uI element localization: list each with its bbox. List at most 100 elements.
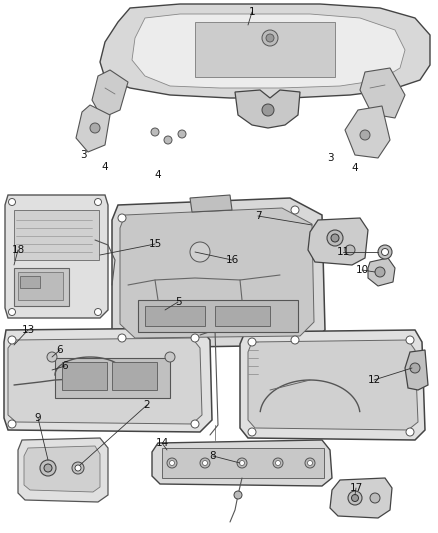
Circle shape (291, 336, 299, 344)
Polygon shape (308, 218, 368, 265)
Text: 18: 18 (11, 245, 25, 255)
Text: 14: 14 (155, 438, 169, 448)
Polygon shape (190, 195, 232, 212)
Polygon shape (24, 446, 100, 492)
Circle shape (234, 491, 242, 499)
Polygon shape (4, 328, 212, 432)
Circle shape (291, 206, 299, 214)
Circle shape (248, 338, 256, 346)
Circle shape (266, 34, 274, 42)
Circle shape (375, 267, 385, 277)
Bar (18, 272, 63, 300)
Circle shape (378, 245, 392, 259)
Circle shape (191, 420, 199, 428)
Circle shape (167, 458, 177, 468)
Text: 3: 3 (80, 150, 86, 160)
Circle shape (191, 334, 199, 342)
Text: 15: 15 (148, 239, 162, 249)
Circle shape (237, 458, 247, 468)
Circle shape (190, 242, 210, 262)
Polygon shape (76, 105, 110, 152)
Circle shape (95, 198, 102, 206)
Bar (162, 448, 324, 478)
Circle shape (40, 460, 56, 476)
Bar (20, 276, 40, 288)
Circle shape (118, 214, 126, 222)
Circle shape (240, 461, 244, 465)
Circle shape (273, 458, 283, 468)
Circle shape (406, 336, 414, 344)
Polygon shape (345, 106, 390, 158)
Bar (55, 358, 170, 398)
Circle shape (75, 465, 81, 471)
Circle shape (327, 230, 343, 246)
Text: 6: 6 (57, 345, 64, 355)
Polygon shape (112, 198, 325, 348)
Text: 11: 11 (336, 247, 350, 257)
Bar (215, 306, 270, 326)
Circle shape (360, 130, 370, 140)
Bar (62, 362, 107, 390)
Bar (195, 22, 335, 77)
Circle shape (406, 428, 414, 436)
Circle shape (202, 461, 208, 465)
Bar (145, 306, 205, 326)
Bar (14, 210, 99, 260)
Text: 2: 2 (144, 400, 150, 410)
Polygon shape (100, 4, 430, 98)
Polygon shape (240, 330, 425, 440)
Circle shape (352, 495, 358, 502)
Polygon shape (92, 70, 128, 118)
Polygon shape (120, 208, 314, 338)
Circle shape (8, 336, 16, 344)
Bar (14, 268, 69, 306)
Polygon shape (235, 90, 300, 128)
Polygon shape (8, 338, 202, 424)
Text: 4: 4 (352, 163, 358, 173)
Circle shape (90, 123, 100, 133)
Text: 8: 8 (210, 451, 216, 461)
Circle shape (370, 493, 380, 503)
Text: 12: 12 (367, 375, 381, 385)
Text: 10: 10 (356, 265, 368, 275)
Circle shape (248, 428, 256, 436)
Circle shape (165, 352, 175, 362)
Circle shape (345, 245, 355, 255)
Polygon shape (5, 195, 108, 318)
Circle shape (178, 130, 186, 138)
Circle shape (331, 234, 339, 242)
Circle shape (8, 198, 15, 206)
Circle shape (118, 334, 126, 342)
Polygon shape (368, 258, 395, 286)
Polygon shape (152, 440, 332, 486)
Circle shape (47, 352, 57, 362)
Bar (112, 362, 157, 390)
Circle shape (262, 30, 278, 46)
Text: 16: 16 (226, 255, 239, 265)
Polygon shape (18, 438, 108, 502)
Circle shape (348, 491, 362, 505)
Text: 17: 17 (350, 483, 363, 493)
Text: 7: 7 (254, 211, 261, 221)
Text: 1: 1 (249, 7, 255, 17)
Polygon shape (132, 14, 405, 88)
Text: 5: 5 (175, 297, 181, 307)
Circle shape (151, 128, 159, 136)
Circle shape (305, 458, 315, 468)
Circle shape (307, 461, 312, 465)
Circle shape (8, 309, 15, 316)
Bar (138, 300, 298, 332)
Circle shape (381, 248, 389, 255)
Text: 3: 3 (327, 153, 333, 163)
Circle shape (164, 136, 172, 144)
Circle shape (72, 462, 84, 474)
Circle shape (44, 464, 52, 472)
Circle shape (262, 104, 274, 116)
Circle shape (95, 309, 102, 316)
Circle shape (200, 458, 210, 468)
Circle shape (8, 420, 16, 428)
Circle shape (170, 461, 174, 465)
Circle shape (276, 461, 280, 465)
Text: 4: 4 (155, 170, 161, 180)
Text: 6: 6 (62, 361, 68, 371)
